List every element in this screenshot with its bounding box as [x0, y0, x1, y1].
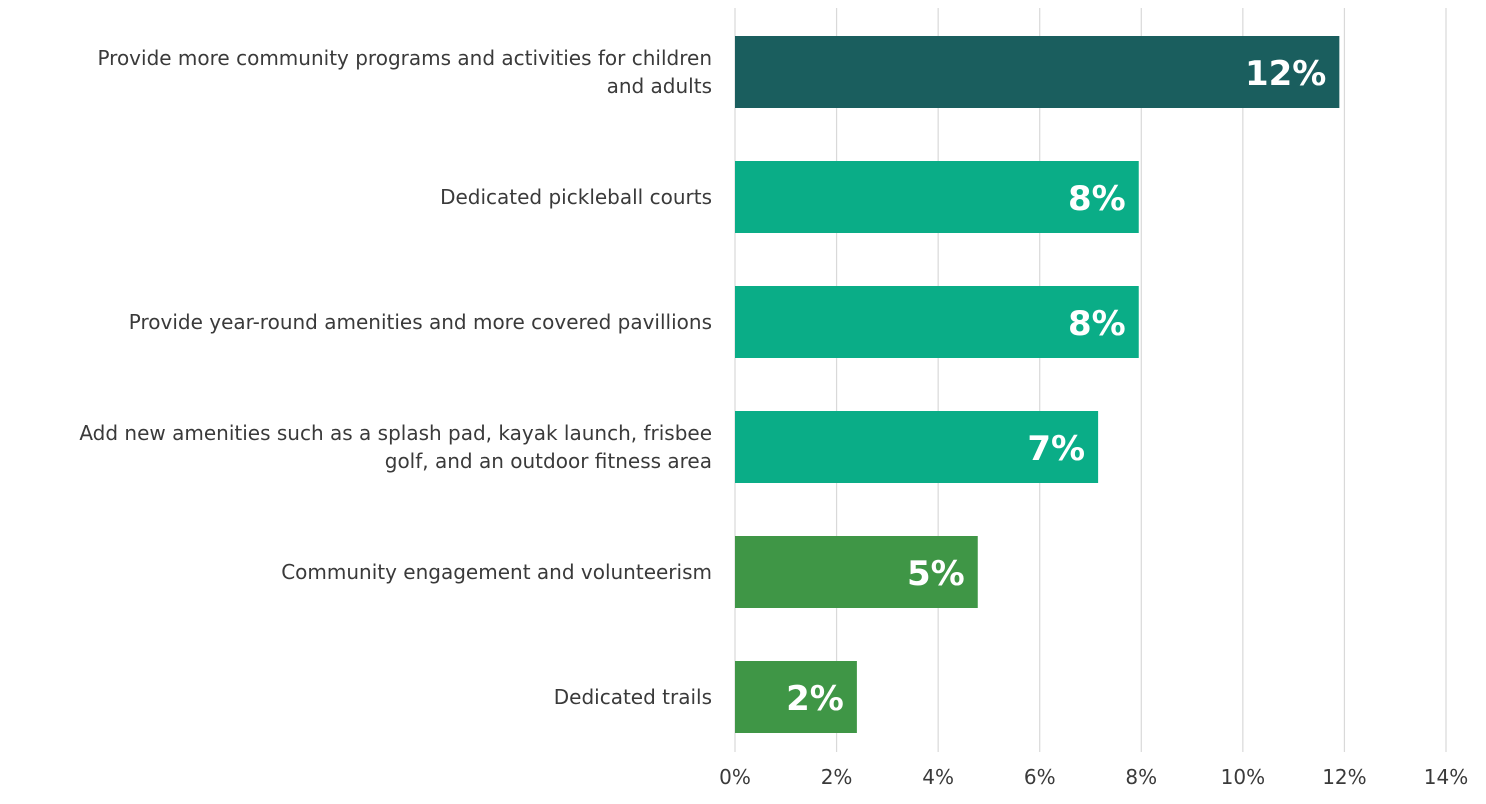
category-label: Community engagement and volunteerism — [0, 558, 712, 586]
x-tick-label: 8% — [1125, 765, 1157, 789]
gridlines — [734, 8, 1447, 752]
category-label-line: Dedicated pickleball courts — [440, 185, 712, 209]
bar — [735, 161, 1139, 233]
category-label-line: Provide year-round amenities and more co… — [128, 310, 712, 334]
x-tick-label: 6% — [1024, 765, 1056, 789]
x-tick-label: 14% — [1424, 765, 1468, 789]
x-axis-tick-labels: 0% 2% 4% 6% 8% 10% 12% 14% — [719, 765, 1468, 789]
bar — [735, 36, 1340, 108]
category-label: Provide more community programs and acti… — [0, 44, 712, 100]
category-label-line: Add new amenities such as a splash pad, … — [79, 421, 712, 445]
x-tick-label: 12% — [1322, 765, 1366, 789]
data-label: 5% — [907, 554, 965, 594]
data-label: 8% — [1068, 304, 1126, 344]
category-label-line: Community engagement and volunteerism — [281, 560, 712, 584]
bars — [735, 36, 1340, 733]
data-labels: 12% 8% 8% 7% 5% 2% — [786, 54, 1326, 719]
category-label: Dedicated trails — [0, 683, 712, 711]
data-label: 8% — [1068, 179, 1126, 219]
bar — [735, 536, 978, 608]
bar — [735, 661, 857, 733]
category-label: Provide year-round amenities and more co… — [0, 308, 712, 336]
data-label: 12% — [1245, 54, 1326, 94]
bar — [735, 411, 1099, 483]
category-label-line: and adults — [606, 74, 712, 98]
category-label: Add new amenities such as a splash pad, … — [0, 419, 712, 475]
x-tick-label: 4% — [922, 765, 954, 789]
x-tick-label: 0% — [719, 765, 751, 789]
bar — [735, 286, 1139, 358]
x-tick-label: 2% — [821, 765, 853, 789]
category-label-line: Provide more community programs and acti… — [97, 46, 712, 70]
data-label: 2% — [786, 679, 844, 719]
data-label: 7% — [1027, 429, 1085, 469]
x-tick-label: 10% — [1221, 765, 1265, 789]
category-label-line: Dedicated trails — [553, 685, 712, 709]
category-label: Dedicated pickleball courts — [0, 183, 712, 211]
category-label-line: golf, and an outdoor fitness area — [384, 449, 712, 473]
